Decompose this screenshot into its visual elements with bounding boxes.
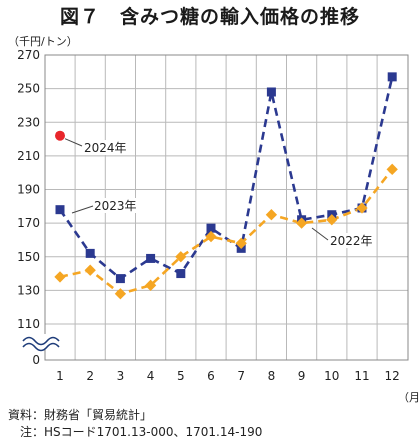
- data-point: [175, 251, 187, 263]
- data-point: [55, 130, 65, 141]
- x-tick-label: 4: [147, 369, 155, 383]
- series-label: 2024年: [84, 141, 127, 155]
- series-label-bg: [82, 140, 128, 155]
- data-point: [386, 163, 398, 175]
- y-tick-label: 110: [17, 317, 40, 331]
- data-point: [85, 248, 95, 258]
- data-point: [295, 217, 308, 229]
- x-tick-label: 10: [324, 369, 339, 383]
- series-line: [59, 168, 394, 296]
- y-tick-label: 130: [17, 283, 40, 297]
- data-point: [206, 223, 216, 233]
- y-tick-label: 210: [17, 149, 40, 163]
- y-tick-label: 230: [17, 115, 40, 129]
- x-tick-label: 9: [298, 369, 306, 383]
- chart-title: 図７ 含みつ糖の輸入価格の推移: [59, 6, 360, 28]
- axis-break-mark: [22, 342, 60, 352]
- y-tick-label-zero: 0: [32, 353, 40, 367]
- series-line: [58, 76, 394, 281]
- series-label: 2023年: [94, 199, 137, 213]
- series-label-bg: [92, 198, 138, 213]
- y-tick-labels: 270 250 230 210 190 170 150 130 110 0: [17, 48, 40, 367]
- x-tick-label: 11: [354, 369, 369, 383]
- y-tick-label: 250: [17, 82, 40, 96]
- axis-break-mark: [22, 336, 60, 346]
- data-point: [265, 209, 278, 221]
- data-point: [205, 230, 217, 243]
- footnote: 注：HSコード1701.13-000、1701.14-190: [8, 425, 263, 439]
- y-tick-label: 150: [17, 250, 40, 264]
- y-tick-label: 170: [17, 216, 40, 230]
- plot-border: [44, 54, 409, 361]
- data-point: [356, 202, 368, 214]
- data-point: [114, 288, 127, 300]
- data-point: [146, 253, 156, 263]
- x-tick-label: 8: [268, 369, 276, 383]
- y-tick-label: 190: [17, 183, 40, 197]
- data-point: [54, 271, 66, 283]
- y-axis-unit: （千円/トン）: [8, 35, 78, 48]
- data-point: [176, 269, 186, 279]
- data-point: [144, 279, 157, 291]
- x-axis-unit: （月）: [398, 391, 420, 404]
- data-point: [55, 205, 65, 215]
- data-point: [84, 264, 96, 276]
- data-point: [387, 72, 397, 82]
- plot-frame: [21, 54, 409, 361]
- series-label: 2022年: [330, 234, 373, 248]
- label-leader: [64, 138, 83, 147]
- y-tick-label: 270: [17, 48, 40, 62]
- data-point: [115, 274, 125, 284]
- x-tick-label: 5: [177, 369, 185, 383]
- x-tick-label: 3: [117, 369, 125, 383]
- source-note: 資料：財務省「貿易統計」: [8, 408, 153, 422]
- label-leader: [311, 227, 329, 241]
- x-tick-label: 7: [237, 369, 245, 383]
- series-label-bg: [328, 233, 374, 248]
- x-tick-label: 12: [385, 369, 400, 383]
- data-point: [235, 237, 247, 249]
- series-labels: 2024年 2023年 2022年: [64, 138, 374, 248]
- x-tick-label: 6: [207, 369, 215, 383]
- x-tick-label: 2: [86, 369, 94, 383]
- series-lines: [58, 76, 394, 296]
- data-point: [266, 87, 276, 97]
- label-leader: [71, 205, 94, 214]
- x-tick-label: 1: [56, 369, 64, 383]
- x-tick-labels: 1 2 3 4 5 6 7 8 9 10 11 12: [56, 369, 400, 383]
- data-point: [326, 214, 338, 226]
